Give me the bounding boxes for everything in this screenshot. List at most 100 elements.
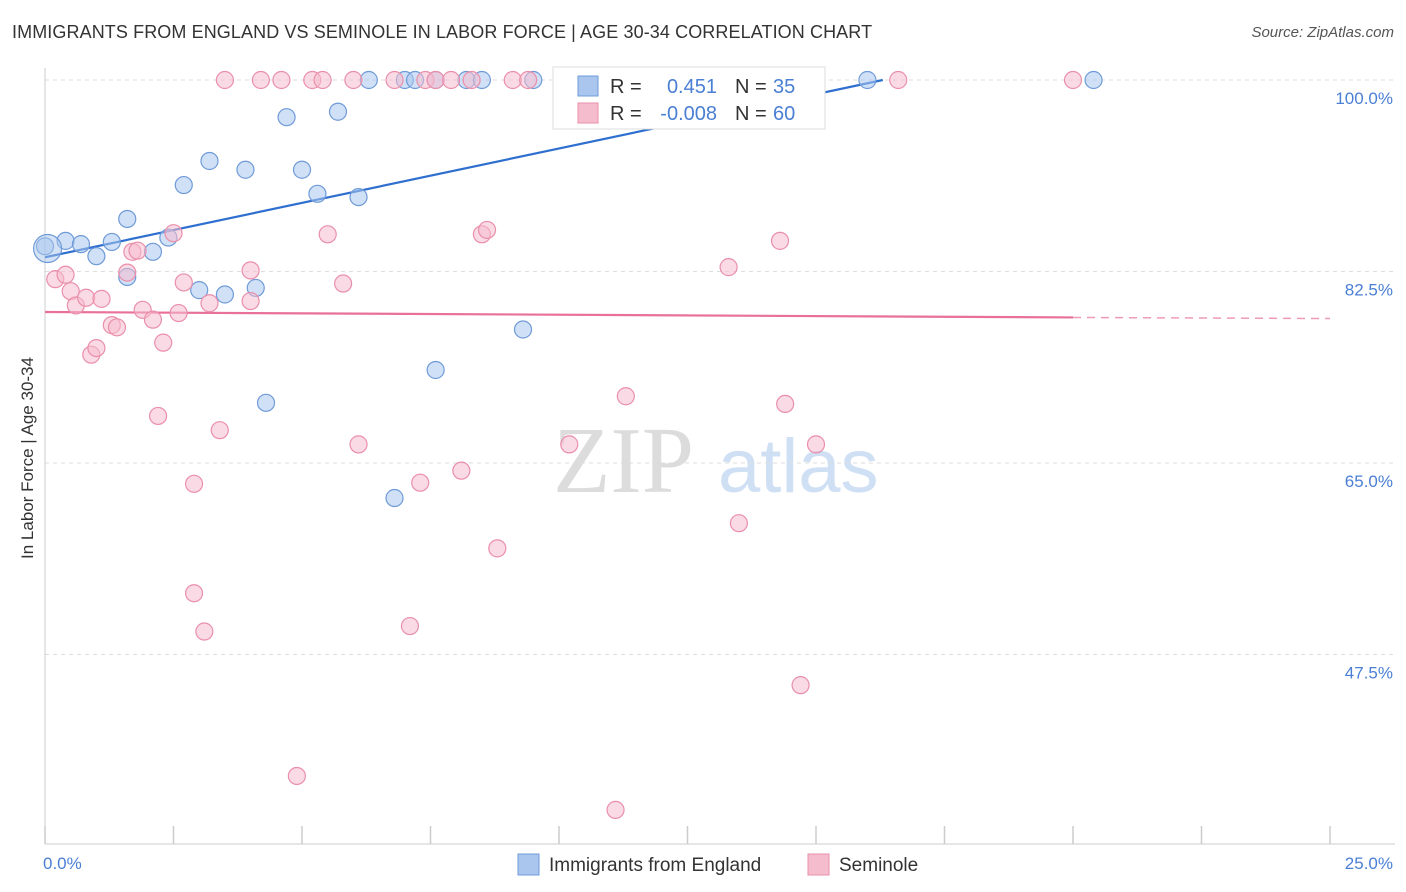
seminole-point: [606, 800, 625, 819]
england-point: [359, 70, 378, 90]
source-credit: Source: ZipAtlas.com: [1251, 24, 1394, 41]
legend-r-value-1: 0.451: [667, 76, 717, 98]
seminole-point: [791, 676, 810, 695]
watermark-zip: ZIP: [553, 409, 694, 513]
england-point: [1084, 70, 1103, 90]
legend-r-label-1: R =: [610, 76, 642, 98]
seminole-point: [92, 289, 111, 308]
legend-n-value-1: 35: [773, 76, 795, 98]
seminole-point: [519, 70, 538, 90]
england-point: [71, 235, 91, 254]
seminole-point: [488, 539, 507, 558]
seminole-point: [452, 461, 471, 480]
seminole-point: [164, 224, 183, 243]
seminole-point: [477, 220, 497, 240]
seminole-trend-line-dashed: [1072, 316, 1331, 320]
england-point-large: [32, 233, 63, 264]
seminole-point: [154, 333, 173, 352]
england-point: [292, 160, 312, 179]
seminole-point: [400, 616, 420, 636]
seminole-point: [169, 303, 188, 323]
seminole-point: [616, 387, 635, 406]
seminole-point: [251, 70, 270, 90]
england-point: [858, 70, 877, 90]
england-point: [102, 232, 121, 252]
england-point: [328, 102, 348, 121]
seminole-point: [776, 394, 795, 414]
seminole-point: [889, 70, 908, 90]
seminole-point: [56, 265, 75, 284]
legend-n-value-2: 60: [773, 103, 795, 125]
legend-n-label-1: N =: [735, 76, 767, 98]
seminole-point: [184, 584, 204, 603]
seminole-point: [215, 70, 234, 90]
seminole-point: [806, 435, 826, 454]
england-point: [236, 160, 255, 179]
seminole-point: [770, 231, 790, 250]
seminole-point: [344, 70, 363, 90]
seminole-point: [719, 258, 738, 277]
seminole-point: [200, 294, 219, 313]
legend-n-label-2: N =: [735, 103, 767, 125]
x-tick-label-min: 0.0%: [43, 854, 82, 873]
bottom-legend-swatch-pink: [807, 853, 830, 876]
england-point: [190, 281, 209, 300]
seminole-point: [411, 473, 430, 492]
bottom-legend-swatch-blue: [517, 853, 540, 876]
legend-r-value-2: -0.008: [660, 103, 717, 125]
seminole-point: [87, 339, 106, 358]
england-point: [277, 108, 296, 127]
seminole-point: [143, 310, 163, 329]
seminole-point: [426, 70, 445, 90]
legend-swatch-pink: [577, 102, 599, 124]
y-axis-label: In Labor Force | Age 30-34: [18, 357, 37, 559]
seminole-point: [241, 261, 260, 280]
seminole-trend-line: [44, 310, 1074, 319]
seminole-point: [287, 766, 306, 786]
seminole-point: [272, 70, 291, 90]
seminole-point: [313, 70, 332, 90]
chart-title: IMMIGRANTS FROM ENGLAND VS SEMINOLE IN L…: [12, 22, 873, 42]
legend-swatch-blue: [577, 75, 599, 97]
seminole-point: [462, 70, 481, 90]
seminole-point: [729, 514, 749, 533]
seminole-point: [77, 288, 96, 307]
bottom-legend-label-blue: Immigrants from England: [549, 855, 761, 876]
england-point: [118, 209, 137, 229]
seminole-point: [349, 435, 368, 454]
england-point: [87, 247, 106, 266]
y-tick-label: 47.5%: [1345, 664, 1393, 683]
seminole-point: [148, 406, 168, 426]
seminole-point: [560, 435, 579, 454]
seminole-point: [174, 273, 193, 292]
seminole-point: [184, 474, 204, 493]
seminole-point: [318, 225, 337, 244]
x-tick-label-max: 25.0%: [1345, 854, 1393, 873]
seminole-point: [195, 622, 214, 641]
correlation-legend: R = 0.451 N = 35 R = -0.008 N = 60: [552, 66, 826, 130]
england-point: [385, 488, 404, 508]
england-point: [215, 285, 234, 304]
seminole-point: [385, 70, 404, 90]
england-point: [426, 360, 445, 380]
england-point: [513, 320, 533, 339]
series-legend: Immigrants from England Seminole: [517, 853, 918, 876]
y-tick-label: 65.0%: [1345, 472, 1393, 491]
england-point: [349, 187, 368, 207]
seminole-point: [128, 241, 147, 260]
seminole-point: [118, 263, 137, 282]
england-point: [174, 175, 193, 195]
england-point: [200, 151, 219, 171]
y-tick-label: 100.0%: [1335, 89, 1393, 108]
seminole-point: [107, 318, 127, 337]
seminole-point: [441, 70, 461, 90]
watermark-atlas: atlas: [718, 424, 879, 509]
legend-r-label-2: R =: [610, 103, 642, 125]
bottom-legend-label-pink: Seminole: [839, 855, 918, 876]
seminole-point: [503, 70, 522, 90]
england-point: [256, 393, 276, 412]
england-point: [143, 242, 163, 261]
england-point: [308, 184, 327, 203]
seminole-point: [334, 274, 353, 293]
